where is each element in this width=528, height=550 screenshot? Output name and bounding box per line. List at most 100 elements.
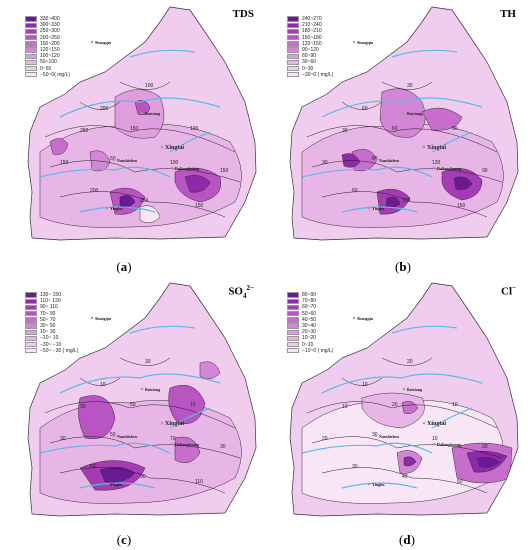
legend-label: −10~ 10 bbox=[40, 335, 59, 342]
city-label-yinghu: Yinghu bbox=[110, 482, 123, 487]
contour-label: 70 bbox=[170, 436, 176, 442]
legend-swatch bbox=[287, 304, 299, 311]
contour-line bbox=[44, 125, 236, 153]
panel-title: Cl− bbox=[501, 284, 516, 298]
concentration-zone bbox=[401, 401, 419, 415]
legend-entry: 240~270 bbox=[287, 16, 333, 22]
city-marker bbox=[112, 158, 116, 162]
legend-label: 70~ 90 bbox=[40, 310, 56, 317]
map-svg-a: 250 150 100 150 50 100 150 200 250 150 100 200 Shang… bbox=[27, 6, 257, 241]
legend-label: 330~400 bbox=[40, 16, 60, 22]
city-marker bbox=[90, 40, 94, 44]
contour-line bbox=[79, 377, 121, 386]
city-marker bbox=[422, 421, 426, 425]
caption-d: (d) bbox=[399, 532, 415, 547]
contour-line bbox=[381, 81, 433, 90]
legend-label: −50~0( mg/L) bbox=[40, 71, 71, 78]
city-label-dalianghuang: Dalianghuang bbox=[437, 166, 461, 171]
contour-label: 50 bbox=[90, 464, 96, 470]
contour-label: 150 bbox=[195, 203, 204, 209]
contour-label: 40 bbox=[402, 474, 408, 480]
contour-label: 90 bbox=[482, 168, 488, 174]
river bbox=[301, 166, 433, 178]
contour-label: 100 bbox=[190, 126, 199, 132]
concentration-zone bbox=[119, 195, 136, 209]
legend-label: 150~200 bbox=[40, 40, 60, 47]
caption-b: (b) bbox=[395, 259, 411, 274]
legend-entry: 300~330 bbox=[25, 22, 70, 28]
legend-label: 0~10 bbox=[302, 341, 314, 348]
legend-entry: 200~250 bbox=[25, 35, 70, 41]
legend-entry: 60~90 bbox=[287, 53, 333, 59]
contour-label: 50 bbox=[130, 402, 136, 408]
contour-label: 200 bbox=[100, 106, 109, 112]
legend-swatch bbox=[25, 16, 37, 22]
river bbox=[79, 482, 156, 489]
concentration-zone bbox=[78, 395, 116, 440]
contour-label: 120 bbox=[432, 160, 441, 166]
contour-label: 10 bbox=[190, 402, 196, 408]
legend-entry: −30~ −10 bbox=[25, 342, 79, 348]
contour-label: 30 bbox=[145, 359, 151, 365]
legend-label: 30~40 bbox=[302, 322, 317, 329]
contour-label: 30 bbox=[220, 444, 226, 450]
legend: 80~90 70~80 60~70 50~60 40~50 30~40 20~30 10~20… bbox=[287, 292, 333, 354]
contour-label: 150 bbox=[60, 160, 69, 166]
legend-label: 0~30 bbox=[302, 65, 314, 72]
contour-label: 60 bbox=[352, 188, 358, 194]
river bbox=[169, 131, 211, 153]
legend-swatch bbox=[287, 59, 299, 66]
legend-swatch bbox=[25, 304, 37, 311]
concentration-zone bbox=[453, 176, 473, 191]
city-label-xingtai: Xingtai bbox=[165, 421, 184, 427]
contour-label: 20 bbox=[482, 444, 488, 450]
legend-entry: 80~90 bbox=[287, 292, 333, 298]
city-label-baixiang: Baixiang bbox=[145, 387, 160, 392]
legend-label: 120~150 bbox=[302, 40, 322, 47]
river bbox=[39, 166, 171, 178]
legend-label: 50~100 bbox=[40, 59, 57, 66]
contour-line bbox=[321, 467, 488, 494]
legend-entry: 60~70 bbox=[287, 304, 333, 310]
legend-entry: 210~240 bbox=[287, 22, 333, 28]
panel-title: TDS bbox=[232, 8, 254, 20]
river bbox=[301, 442, 433, 454]
city-marker bbox=[140, 111, 144, 115]
river bbox=[129, 49, 196, 58]
panel-title: SO42− bbox=[228, 284, 254, 300]
city-label-shangqiu: Shangqiu bbox=[357, 40, 374, 45]
city-marker bbox=[402, 111, 406, 115]
region-outline bbox=[27, 6, 257, 241]
concentration-zone bbox=[174, 436, 201, 464]
legend-label: 90~ 110 bbox=[40, 304, 58, 311]
contour-line bbox=[306, 125, 498, 153]
city-label-yinghu: Yinghu bbox=[372, 206, 385, 211]
legend-swatch bbox=[287, 310, 299, 317]
contour-label: 60 bbox=[392, 126, 398, 132]
river bbox=[391, 49, 458, 58]
contour-label: 60 bbox=[362, 106, 368, 112]
legend-entry: 110~ 130 bbox=[25, 298, 79, 304]
legend-entry: 150~180 bbox=[287, 35, 333, 41]
legend-entry: 10~ 30 bbox=[25, 329, 79, 335]
legend-label: 180~210 bbox=[302, 28, 322, 35]
caption-c: (c) bbox=[116, 532, 132, 547]
river bbox=[169, 407, 211, 429]
legend-swatch bbox=[287, 341, 299, 348]
city-label-baixiang: Baixiang bbox=[407, 111, 422, 116]
city-marker bbox=[352, 40, 356, 44]
contour-line bbox=[341, 101, 383, 110]
legend-swatch bbox=[25, 47, 37, 53]
contour-label: 20 bbox=[322, 436, 328, 442]
legend-swatch bbox=[25, 323, 37, 329]
legend-label: 30~ 50 bbox=[40, 322, 56, 329]
map-svg-d: 10 20 10 20 30 10 20 30 40 50 20 10 Shangqiu Baixiang… bbox=[289, 282, 519, 517]
contour-label: 20 bbox=[392, 402, 398, 408]
legend-swatch bbox=[287, 72, 299, 78]
concentration-zone bbox=[421, 107, 463, 131]
legend-entry: 90~120 bbox=[287, 47, 333, 53]
city-label-yinghu: Yinghu bbox=[110, 206, 123, 211]
legend-swatch bbox=[287, 47, 299, 53]
legend-entry: 120~150 bbox=[287, 41, 333, 47]
legend-entry: −10~ 10 bbox=[25, 335, 79, 341]
